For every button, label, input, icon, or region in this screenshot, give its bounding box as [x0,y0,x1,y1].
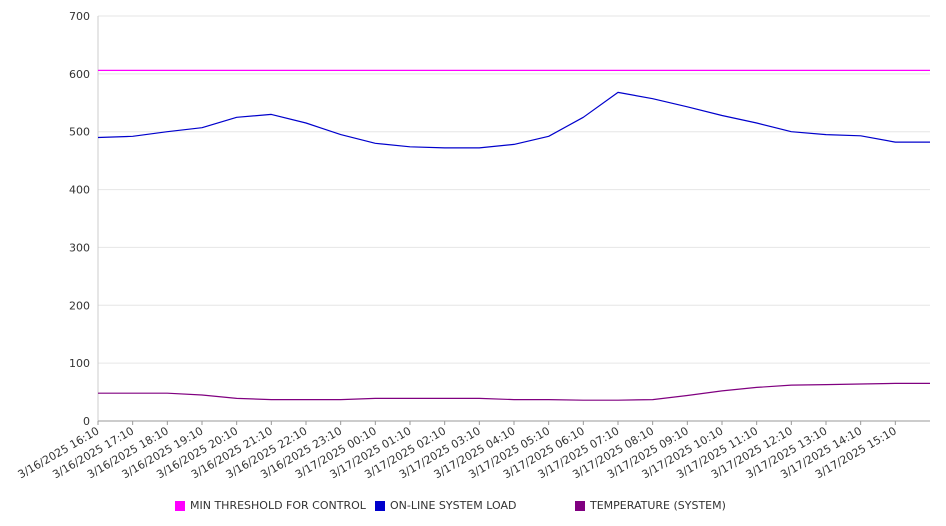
y-tick-label: 500 [69,126,90,139]
legend-item-temperature[interactable]: TEMPERATURE (SYSTEM) [575,499,726,512]
legend-swatch-online-system-load [375,500,385,511]
legend-label-temperature: TEMPERATURE (SYSTEM) [590,499,726,512]
y-tick-label: 300 [69,241,90,254]
legend-swatch-temperature [575,500,585,511]
y-tick-label: 600 [69,68,90,81]
y-axis-ticks: 0 100 200 300 400 500 600 700 [69,10,90,428]
series-line-temperature [98,382,930,401]
legend-item-online-system-load[interactable]: ON-LINE SYSTEM LOAD [375,499,516,512]
axes [97,16,930,422]
x-axis-ticks: 3/16/2025 16:103/16/2025 17:103/16/2025 … [16,421,899,481]
legend: MIN THRESHOLD FOR CONTROL ON-LINE SYSTEM… [175,499,935,513]
legend-label-online-system-load: ON-LINE SYSTEM LOAD [390,499,517,512]
series-lines [97,69,930,401]
legend-item-min-threshold[interactable]: MIN THRESHOLD FOR CONTROL [175,499,366,512]
series-line-online-system-load [97,91,930,149]
legend-swatch-min-threshold [175,500,185,511]
y-tick-label: 200 [69,299,90,312]
y-tick-label: 100 [69,357,90,370]
grid-lines [98,15,930,364]
y-tick-label: 400 [69,184,90,197]
y-tick-label: 700 [69,10,90,23]
y-tick-label: 0 [83,415,90,428]
legend-label-min-threshold: MIN THRESHOLD FOR CONTROL [190,499,366,512]
